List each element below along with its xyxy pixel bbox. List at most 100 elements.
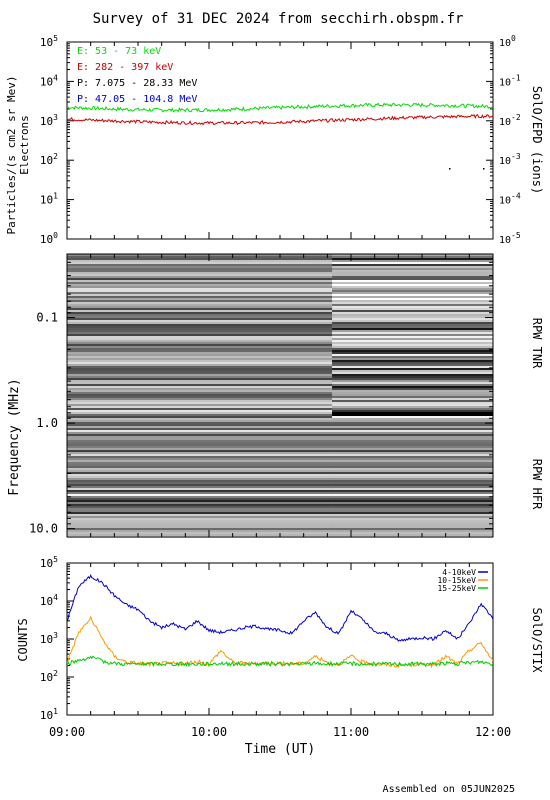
- spectrogram-row: [67, 332, 333, 334]
- spectrogram-row: [67, 278, 333, 280]
- spectrogram-row: [332, 454, 493, 456]
- spectrogram-row: [332, 498, 493, 500]
- spectrogram-row: [332, 384, 493, 386]
- spectrogram-row: [67, 260, 333, 262]
- spectrogram-row: [332, 302, 493, 304]
- spectrogram-row: [332, 410, 493, 412]
- spectrogram-row: [67, 466, 333, 468]
- spectrogram-row: [67, 276, 333, 278]
- spectrogram-row: [332, 424, 493, 426]
- spectrogram-row: [67, 282, 333, 284]
- spectrogram-row: [332, 262, 493, 264]
- spectrogram-row: [67, 380, 333, 382]
- spectrogram-row: [67, 384, 333, 386]
- spectrogram-row: [332, 284, 493, 286]
- spectrogram-row: [67, 532, 333, 534]
- spectrogram-row: [332, 254, 493, 256]
- spectrogram-row: [67, 366, 333, 368]
- spectrogram-row: [67, 348, 333, 350]
- spectrogram-row: [332, 264, 493, 266]
- spectrogram-row: [67, 436, 333, 438]
- spectrogram-row: [332, 362, 493, 364]
- spectrogram-row: [332, 318, 493, 320]
- legend-item-e-53-73: E: 53 - 73 keV: [77, 46, 161, 57]
- spectrogram-row: [67, 482, 333, 484]
- spectrogram-row: [332, 308, 493, 310]
- spectrogram-row: [332, 278, 493, 280]
- y-tick-label: 101: [40, 192, 58, 207]
- spectrogram-row: [332, 356, 493, 358]
- spectrogram-row: [67, 494, 333, 496]
- radio-y-label: Frequency (MHz): [7, 378, 22, 495]
- spectrogram-row: [332, 272, 493, 274]
- y-tick-label-right: 10-1: [499, 73, 521, 88]
- spectrogram-row: [67, 516, 333, 518]
- spectrogram-row: [67, 312, 333, 314]
- spectrogram-row: [332, 288, 493, 290]
- y-tick-label-right: 100: [499, 34, 516, 49]
- spectrogram-row: [67, 414, 333, 416]
- spectrogram-row: [332, 512, 493, 514]
- spectrogram-row: [67, 356, 333, 358]
- legend-item-p-47-104: P: 47.05 - 104.8 MeV: [77, 94, 197, 105]
- spectrogram-row: [67, 328, 333, 330]
- spectrogram-row: [332, 476, 493, 478]
- spectrogram-row: [332, 408, 493, 410]
- spectrogram-row: [332, 338, 493, 340]
- spectrogram-row: [332, 312, 493, 314]
- spectrogram-row: [67, 416, 333, 418]
- y-tick-label: 105: [40, 555, 58, 570]
- legend-item-10-15kev: 10-15keV: [437, 576, 476, 585]
- spectrogram-row: [67, 426, 333, 428]
- stix-y-label-right: SolO/STIX: [530, 607, 544, 673]
- spectrogram-row: [332, 396, 493, 398]
- spectrogram-row: [67, 314, 333, 316]
- spectrogram-row: [67, 386, 333, 388]
- spectrogram-row: [332, 368, 493, 370]
- x-tick-label: 09:00: [49, 725, 85, 739]
- particles-y-label: Particles/(s cm2 sr Mev): [5, 76, 18, 235]
- spectrogram-row: [332, 470, 493, 472]
- spectrogram-row: [67, 330, 333, 332]
- y-tick-label: 10.0: [29, 522, 58, 536]
- spectrogram-row: [332, 276, 493, 278]
- spectrogram-row: [332, 436, 493, 438]
- spectrogram-row: [332, 432, 493, 434]
- spectrogram-row: [332, 300, 493, 302]
- spectrogram-row: [332, 282, 493, 284]
- spectrogram-row: [332, 518, 493, 520]
- radio-y-label-hfr: RPW HFR: [530, 459, 544, 510]
- spectrogram-row: [332, 304, 493, 306]
- spectrogram-row: [67, 294, 333, 296]
- spectrogram-row: [332, 500, 493, 502]
- spectrogram-row: [67, 456, 333, 458]
- spectrogram-row: [67, 264, 333, 266]
- spectrogram-row: [67, 258, 333, 260]
- spectrogram-row: [332, 388, 493, 390]
- spectrogram-row: [67, 354, 333, 356]
- spectrogram-row: [67, 274, 333, 276]
- spectrogram-row: [332, 296, 493, 298]
- spectrogram-row: [332, 406, 493, 408]
- y-tick-label: 102: [40, 669, 58, 684]
- spectrogram-row: [332, 314, 493, 316]
- spectrogram-row: [67, 512, 333, 514]
- spectrogram-row: [332, 298, 493, 300]
- spectrogram-row: [67, 418, 333, 420]
- spectrogram-row: [67, 340, 333, 342]
- spectrogram-row: [67, 402, 333, 404]
- spectrogram-row: [67, 428, 333, 430]
- spectrogram-row: [67, 376, 333, 378]
- x-axis-label: Time (UT): [245, 742, 315, 757]
- spectrogram-row: [332, 286, 493, 288]
- spectrogram-row: [67, 362, 333, 364]
- spectrogram-row: [332, 506, 493, 508]
- spectrogram-row: [67, 390, 333, 392]
- spectrogram-row: [67, 530, 333, 532]
- spectrogram-row: [67, 520, 333, 522]
- spectrogram-row: [67, 398, 333, 400]
- spectrogram-row: [67, 300, 333, 302]
- spectrogram-row: [332, 482, 493, 484]
- spectrogram-row: [332, 516, 493, 518]
